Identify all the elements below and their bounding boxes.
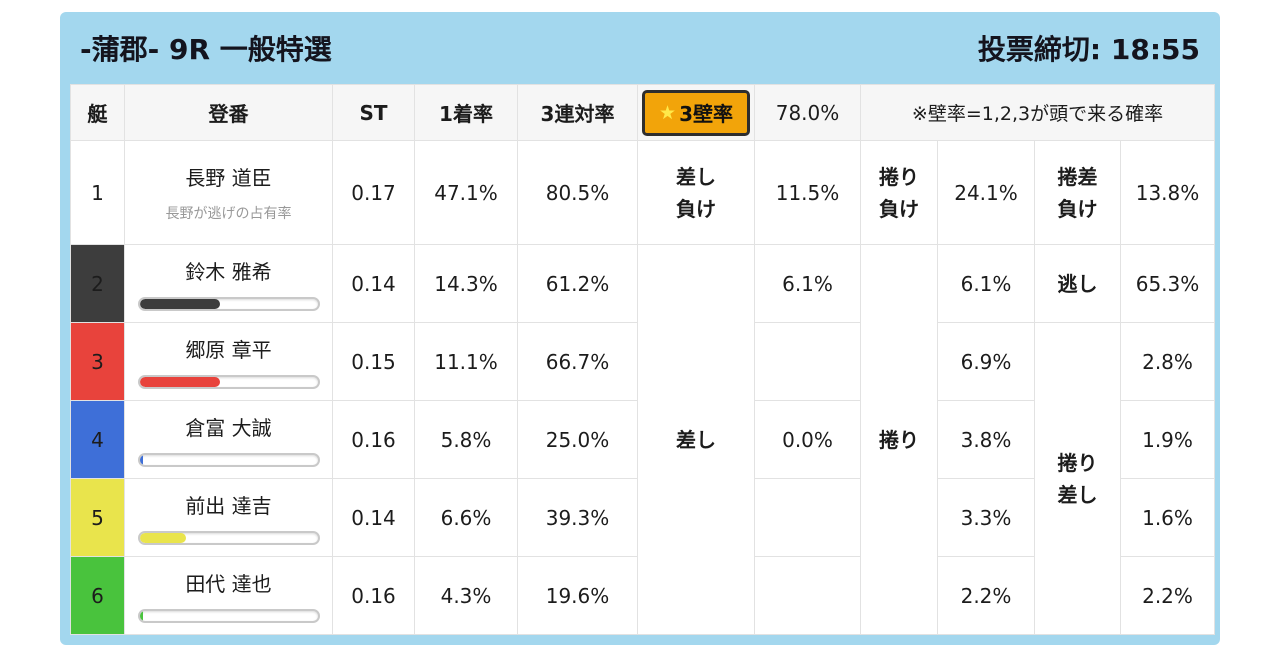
kimarite-value: 3.8% xyxy=(937,400,1035,479)
kimarite-value: 11.5% xyxy=(754,140,861,245)
racer-subtitle: 長野が逃げの占有率 xyxy=(165,206,292,222)
col-header-top3-rate: 3連対率 xyxy=(517,84,638,141)
boat-number: 1 xyxy=(70,140,125,245)
share-bar xyxy=(137,609,320,623)
racer-name: 長野 道臣 xyxy=(185,166,272,190)
win-rate: 4.3% xyxy=(414,556,518,635)
kimarite-value: 2.8% xyxy=(1120,322,1215,401)
kimarite-value xyxy=(754,322,861,401)
kimarite-value: 6.1% xyxy=(754,244,861,323)
share-bar-fill xyxy=(139,533,186,543)
racer-row: 3 郷原 章平 0.15 11.1% 66.7% 6.9% 捲り 差し 2.8% xyxy=(70,322,1215,635)
win-rate: 47.1% xyxy=(414,140,518,245)
share-bar-fill xyxy=(139,377,220,387)
racer-name: 倉富 大誠 xyxy=(185,416,272,440)
share-bar xyxy=(137,531,320,545)
kimarite-value: 1.9% xyxy=(1120,400,1215,479)
top3-rate: 80.5% xyxy=(517,140,638,245)
table-header-row: 艇 登番 ST 1着率 3連対率 ★ 3壁率 78.0% ※壁率=1,2,3が頭… xyxy=(70,84,1215,141)
top3-rate: 19.6% xyxy=(517,556,638,635)
racer-row: 6 田代 達也 0.16 4.3% 19.6% 2.2% 2.2% xyxy=(70,556,1215,635)
kimarite-label-makuri: 捲り xyxy=(860,244,938,635)
boat-number: 5 xyxy=(70,478,125,557)
wall-rate-label: 3壁率 xyxy=(679,102,733,126)
kimarite-label-sashi: 差し xyxy=(637,244,755,635)
win-rate: 11.1% xyxy=(414,322,518,401)
wall-rate-button[interactable]: ★ 3壁率 xyxy=(642,89,750,136)
kimarite-value: 3.3% xyxy=(937,478,1035,557)
kimarite-value: 6.9% xyxy=(937,322,1035,401)
kimarite-value: 24.1% xyxy=(937,140,1035,245)
boat-number: 6 xyxy=(70,556,125,635)
share-bar xyxy=(137,375,320,389)
kimarite-label-makurizashi: 捲り 差し xyxy=(1034,322,1121,635)
race-panel: -蒲郡- 9R 一般特選 投票締切: 18:55 艇 登番 ST 1着率 3連対… xyxy=(60,12,1220,645)
win-rate: 5.8% xyxy=(414,400,518,479)
boat-number: 3 xyxy=(70,322,125,401)
kimarite-value: 0.0% xyxy=(754,400,861,479)
col-header-boat: 艇 xyxy=(70,84,125,141)
racer-row: 4 倉富 大誠 0.16 5.8% 25.0% 0.0% 3.8% 1.9% xyxy=(70,400,1215,479)
kimarite-value: 13.8% xyxy=(1120,140,1215,245)
wall-rate-value: 78.0% xyxy=(754,84,861,141)
kimarite-value: 1.6% xyxy=(1120,478,1215,557)
racer-row: 2 鈴木 雅希 0.14 14.3% 61.2% 差し 6.1% 捲り 6.1%… xyxy=(70,244,1215,635)
racer-cell: 郷原 章平 xyxy=(124,322,333,401)
vote-deadline: 投票締切: 18:55 xyxy=(977,33,1200,66)
racer-row: 5 前出 達吉 0.14 6.6% 39.3% 3.3% 1.6% xyxy=(70,478,1215,557)
top3-rate: 25.0% xyxy=(517,400,638,479)
racer-cell: 倉富 大誠 xyxy=(124,400,333,479)
racer-name: 前出 達吉 xyxy=(185,494,272,518)
share-bar xyxy=(137,297,320,311)
racer-cell: 鈴木 雅希 xyxy=(124,244,333,323)
win-rate: 6.6% xyxy=(414,478,518,557)
share-bar-fill xyxy=(139,455,144,465)
col-header-entry: 登番 xyxy=(124,84,333,141)
racer-cell: 前出 達吉 xyxy=(124,478,333,557)
top3-rate: 66.7% xyxy=(517,322,638,401)
kimarite-value: 65.3% xyxy=(1120,244,1215,323)
wall-rate-header: ★ 3壁率 xyxy=(637,84,755,141)
kimarite-value: 6.1% xyxy=(937,244,1035,323)
kimarite-label-makuri-make: 捲り 負け xyxy=(860,140,938,245)
racer-name: 郷原 章平 xyxy=(185,338,272,362)
racer-cell: 長野 道臣 長野が逃げの占有率 xyxy=(124,140,333,245)
kimarite-label-sashi-make: 差し 負け xyxy=(637,140,755,245)
st-value: 0.14 xyxy=(332,244,415,323)
top3-rate: 39.3% xyxy=(517,478,638,557)
st-value: 0.17 xyxy=(332,140,415,245)
wall-rate-note: ※壁率=1,2,3が頭で来る確率 xyxy=(860,84,1215,141)
star-icon: ★ xyxy=(659,101,677,124)
st-value: 0.14 xyxy=(332,478,415,557)
st-value: 0.15 xyxy=(332,322,415,401)
kimarite-label-nigashi: 逃し xyxy=(1034,244,1121,323)
kimarite-value: 2.2% xyxy=(937,556,1035,635)
boat-number: 4 xyxy=(70,400,125,479)
racer-cell: 田代 達也 xyxy=(124,556,333,635)
col-header-st: ST xyxy=(332,84,415,141)
share-bar xyxy=(137,453,320,467)
race-table: 艇 登番 ST 1着率 3連対率 ★ 3壁率 78.0% ※壁率=1,2,3が頭… xyxy=(70,84,1215,635)
racer-name: 田代 達也 xyxy=(185,572,272,596)
col-header-win-rate: 1着率 xyxy=(414,84,518,141)
boat-number: 2 xyxy=(70,244,125,323)
kimarite-value xyxy=(754,556,861,635)
race-title: -蒲郡- 9R 一般特選 xyxy=(80,33,332,66)
race-title-bar: -蒲郡- 9R 一般特選 投票締切: 18:55 xyxy=(70,12,1210,84)
racer-name: 鈴木 雅希 xyxy=(185,260,272,284)
kimarite-value xyxy=(754,478,861,557)
share-bar-fill xyxy=(139,611,144,621)
st-value: 0.16 xyxy=(332,400,415,479)
racer-row: 1 長野 道臣 長野が逃げの占有率 0.17 47.1% 80.5% 差し 負け… xyxy=(70,140,1215,245)
top3-rate: 61.2% xyxy=(517,244,638,323)
share-bar-fill xyxy=(139,299,220,309)
kimarite-label-makurizashi-make: 捲差 負け xyxy=(1034,140,1121,245)
win-rate: 14.3% xyxy=(414,244,518,323)
kimarite-value: 2.2% xyxy=(1120,556,1215,635)
st-value: 0.16 xyxy=(332,556,415,635)
